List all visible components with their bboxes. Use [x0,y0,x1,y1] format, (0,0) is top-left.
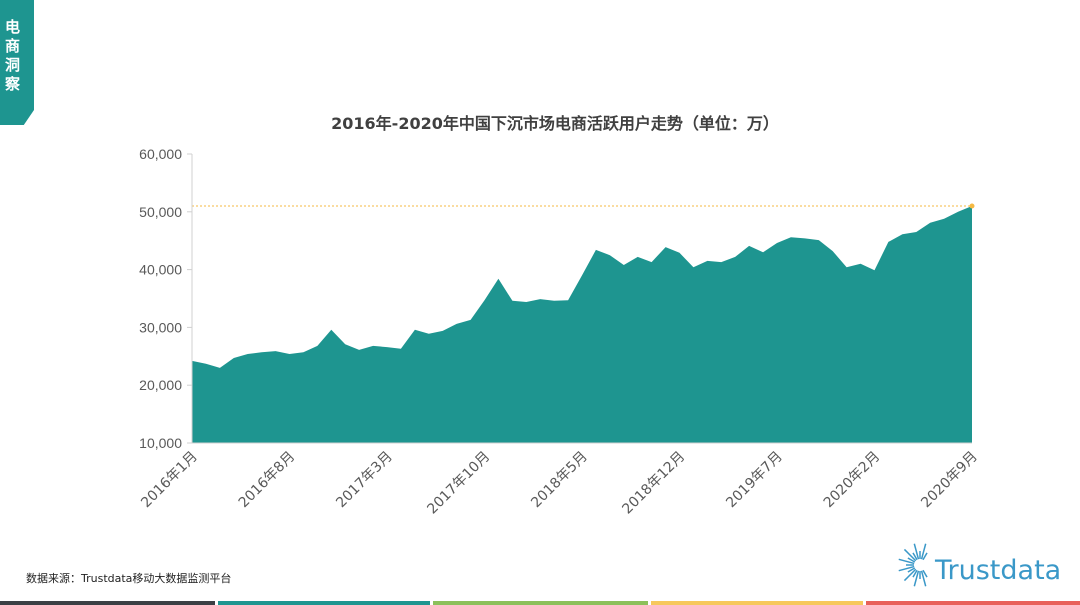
x-tick-label: 2020年9月 [918,449,981,512]
area-series [192,206,972,443]
logo-text: Trustdata [935,555,1062,586]
footer-bar-2 [218,601,430,605]
logo-ray [907,567,916,573]
chart-title: 2016年-2020年中国下沉市场电商活跃用户走势（单位：万） [331,114,779,133]
x-tick-label: 2018年12月 [619,449,688,518]
y-tick-label: 60,000 [139,146,182,162]
x-tick-label: 2020年2月 [821,449,884,512]
footer-bar-1 [0,601,215,605]
trustdata-logo-icon [898,543,928,587]
footer-bar-3 [433,601,648,605]
data-source: 数据来源：Trustdata移动大数据监测平台 [26,572,232,585]
logo-ray [898,558,915,565]
y-tick-label: 40,000 [139,262,182,278]
logo-ray [913,570,920,587]
badge-label: 电商洞察 [5,18,21,93]
y-tick-label: 10,000 [139,435,182,451]
x-tick-label: 2016年1月 [138,449,201,512]
logo-ray [907,557,916,563]
logo-ray [913,543,920,560]
y-tick-label: 20,000 [139,377,182,393]
footer-bar-5 [866,601,1080,605]
logo-ray [903,568,917,582]
x-tick-label: 2018年5月 [528,449,591,512]
footer-bar-4 [651,601,863,605]
y-tick-label: 50,000 [139,204,182,220]
logo-ray [903,548,917,562]
x-tick-label: 2019年7月 [723,449,786,512]
logo-ray [898,565,915,572]
logo-ray [912,569,918,578]
logo-ray [922,569,928,578]
y-tick-label: 30,000 [139,319,182,335]
reference-marker [969,203,975,209]
logo-ray [920,543,927,560]
section-badge: 电商洞察 [0,0,34,125]
x-tick-label: 2016年8月 [236,449,299,512]
logo-ray [922,552,928,561]
logo-ray [912,552,918,561]
logo-ray [920,570,927,587]
x-tick-label: 2017年3月 [333,449,396,512]
x-tick-label: 2017年10月 [424,449,493,518]
